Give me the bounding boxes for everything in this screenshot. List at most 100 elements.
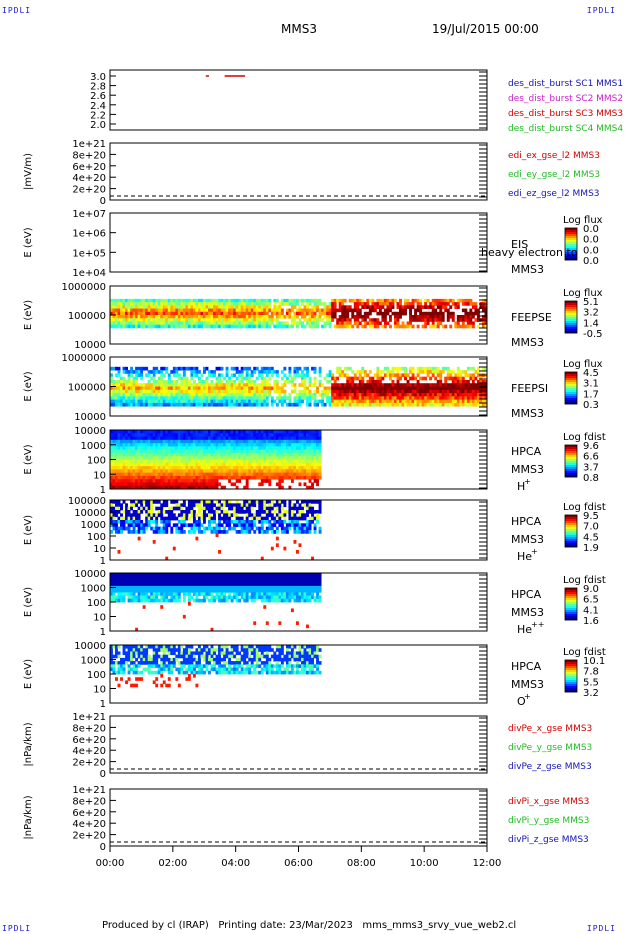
spectrogram-cell [122, 516, 126, 521]
spectrogram-cell [341, 321, 345, 326]
spectrogram-cell [200, 516, 204, 521]
spectrogram-cell [306, 436, 309, 441]
spectrogram-cell [301, 523, 304, 528]
spectrogram-cell [260, 503, 264, 508]
spectrogram-cell [295, 462, 299, 467]
spectrogram-cell [250, 443, 254, 447]
spectrogram-cell [434, 389, 438, 394]
spectrogram-cell [220, 373, 224, 378]
spectrogram-cell [263, 433, 267, 437]
spectrogram-cell [132, 433, 136, 437]
spectrogram-cell [177, 452, 181, 457]
spectrogram-cell [122, 396, 126, 401]
spectrogram-cell [258, 433, 262, 437]
spectrogram-cell [110, 315, 113, 319]
spectrogram-cell [115, 456, 118, 460]
spectrogram-cell [127, 523, 131, 528]
spectrogram-cell [235, 311, 239, 316]
spectrogram-cell [187, 324, 191, 329]
spectrogram-cell [162, 452, 166, 457]
spectrogram-cell [426, 305, 430, 309]
spectrogram-cell [381, 315, 385, 319]
spectrogram-cell [172, 379, 176, 384]
spectrogram-cell [255, 311, 259, 316]
spectrogram-cell [142, 430, 146, 434]
spectrogram-cell [142, 526, 146, 531]
spectrogram-cell [441, 383, 445, 387]
spectrogram-cell [157, 449, 161, 454]
spectrogram-cell [180, 466, 184, 470]
spectrogram-cell [258, 503, 262, 508]
spectrogram-cell [283, 472, 287, 477]
spectrogram-cell [145, 311, 149, 316]
spectrogram-cell [436, 386, 440, 391]
spectrogram-cell [120, 526, 123, 531]
spectrogram-cell [406, 386, 410, 391]
spectrogram-cell [218, 530, 221, 534]
spectrogram-cell [301, 516, 304, 521]
spectrogram-cell [225, 318, 229, 322]
spectrogram-cell [130, 311, 134, 316]
spectrogram-cell [195, 520, 199, 524]
spectrogram-cell [225, 469, 229, 474]
spectrogram-cell [120, 506, 123, 511]
spectrogram-cell [157, 379, 161, 384]
spectrogram-cell [177, 298, 181, 303]
spectrogram-cell [122, 500, 126, 504]
spectrogram-cell [150, 308, 154, 313]
spectrogram-cell [273, 452, 277, 457]
spectrogram-cell [454, 399, 458, 404]
spectrogram-cell [248, 446, 252, 451]
spectrogram-cell [117, 433, 121, 437]
spectrogram-cell [192, 318, 196, 322]
panel-2 [109, 142, 488, 201]
spectrogram-cell [137, 302, 141, 306]
spectrogram-cell [293, 459, 297, 464]
spectrogram-cell [265, 530, 269, 534]
spectrogram-cell [152, 433, 156, 437]
spectrogram-cell [235, 389, 239, 394]
spectrogram-cell [351, 370, 355, 374]
colorbar-band [565, 398, 577, 401]
spectrogram-cell [190, 430, 194, 434]
spectrogram-cell [346, 402, 350, 407]
spectrogram-cell [213, 373, 216, 378]
spectrogram-cell [396, 402, 400, 407]
spectrogram-cell [248, 393, 252, 397]
spectrogram-cell [288, 516, 292, 521]
spectrogram-cell [225, 516, 229, 521]
spectrogram-cell [147, 430, 151, 434]
spectrogram-cell [135, 370, 139, 374]
spectrogram-cell [383, 389, 387, 394]
spectrogram-cell [202, 452, 206, 457]
spectrogram-cell [250, 436, 254, 441]
spectrogram-cell [301, 475, 304, 480]
spectrogram-cell [190, 399, 194, 404]
spectrogram-cell [147, 383, 151, 387]
spectrogram-cell [140, 466, 144, 470]
spectrogram-cell [416, 318, 420, 322]
spectrogram-cell [115, 399, 118, 404]
spectrogram-cell [127, 475, 131, 480]
spectrogram-cell [152, 393, 156, 397]
spectrogram-cell [187, 396, 191, 401]
spectrogram-cell [112, 462, 116, 467]
spectrogram-cell [240, 439, 244, 444]
spectrogram-cell [197, 443, 201, 447]
spectrogram-cell [351, 393, 355, 397]
spectrogram-cell [192, 321, 196, 326]
spectrogram-cell [469, 386, 473, 391]
spectrogram-cell [195, 433, 199, 437]
spectrogram-cell [414, 298, 418, 303]
spectrogram-cell [338, 315, 342, 319]
spectrogram-cell [162, 456, 166, 460]
spectrogram-cell [263, 479, 267, 483]
spectrogram-cell [474, 399, 478, 404]
spectrogram-cell [476, 315, 480, 319]
spectrogram-cell [187, 386, 191, 391]
spectrogram-cell [202, 479, 206, 483]
spectrogram-cell [466, 383, 470, 387]
spectrogram-cell [333, 311, 337, 316]
spectrogram-cell [155, 393, 159, 397]
spectrogram-cell [451, 302, 455, 306]
